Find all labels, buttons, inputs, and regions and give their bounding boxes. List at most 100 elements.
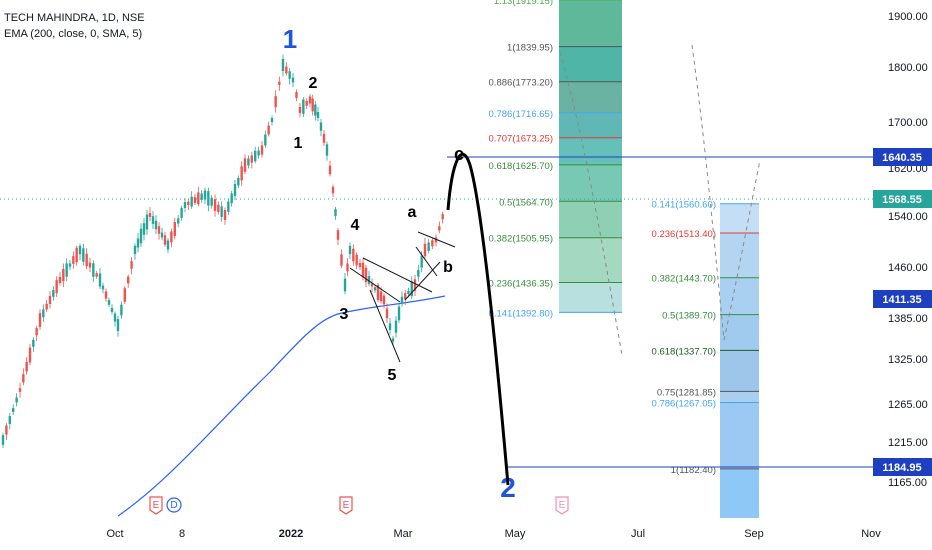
candle-body — [233, 184, 237, 196]
candle-body — [285, 66, 288, 74]
candle-body — [28, 347, 32, 363]
wave-label-a: a — [408, 204, 417, 221]
price-tag-label: 1411.35 — [882, 294, 921, 306]
candle-body — [110, 307, 114, 313]
candle-body — [281, 58, 285, 72]
wave-label-1: 1 — [283, 24, 297, 54]
candle-body — [101, 285, 105, 290]
candle-body — [240, 166, 243, 181]
price-tag-bg — [873, 290, 932, 308]
candle-body — [95, 273, 98, 277]
candle-body — [220, 206, 223, 217]
candle-body — [314, 104, 317, 116]
candle-body — [72, 256, 75, 264]
candle-body — [85, 253, 88, 267]
price-axis: 1900.001800.001700.001620.001540.001460.… — [888, 11, 928, 489]
wave-drawings: 1 2 1 2 3 4 5 a b c — [283, 24, 516, 503]
projection-dashed — [723, 159, 761, 341]
candle-body — [166, 240, 170, 250]
x-tick-label: May — [505, 528, 526, 540]
y-tick-label: 1460.00 — [888, 262, 928, 274]
projection-dashed — [691, 44, 725, 341]
candle-body — [298, 106, 302, 114]
candle-body — [388, 323, 392, 330]
x-tick-label: Nov — [861, 528, 881, 540]
candle-body — [151, 216, 155, 224]
y-tick-label: 1385.00 — [888, 313, 928, 325]
event-marker-label: E — [343, 500, 350, 511]
x-tick-label: Mar — [394, 528, 413, 540]
candle-body — [331, 186, 335, 194]
candle-body — [227, 201, 230, 212]
candle-body — [45, 303, 48, 310]
candle-body — [334, 209, 337, 216]
wave-label-b: b — [443, 259, 453, 276]
candle-body — [203, 190, 207, 200]
candle-body — [431, 240, 434, 247]
candle-body — [38, 313, 42, 327]
candle-body — [1, 435, 5, 445]
candle-body — [133, 245, 137, 255]
candle-body — [250, 155, 253, 163]
candle-body — [157, 226, 161, 234]
candle-body — [243, 158, 247, 172]
candle-body — [370, 283, 374, 287]
price-tag-bg — [873, 190, 932, 208]
x-tick-label: Jul — [631, 528, 645, 540]
candle-body — [35, 328, 38, 336]
candle-body — [170, 231, 173, 243]
fib-level-label-0.236: 0.236(1436.35) — [489, 279, 553, 290]
fib-level-label-0.786: 0.786(1267.05) — [652, 398, 716, 409]
wave-label-c: c — [454, 144, 464, 164]
y-tick-label: 1215.00 — [888, 437, 928, 449]
x-tick-label: 2022 — [279, 528, 303, 540]
candle-body — [78, 245, 82, 255]
candle-body — [364, 267, 368, 283]
candle-body — [154, 220, 158, 230]
candle-body — [92, 263, 95, 277]
candle-body — [52, 289, 55, 297]
price-tag-bg — [873, 148, 932, 166]
candle-body — [410, 281, 413, 297]
candle-body — [65, 263, 68, 277]
fib-retracement-lower: 0.141(1560.60) 0.236(1513.40) 0.382(1443.7… — [652, 200, 759, 518]
candle-body — [12, 408, 15, 412]
candle-body — [180, 208, 183, 218]
wave-label-2: 2 — [500, 472, 516, 503]
candles — [1, 54, 444, 448]
candle-body — [417, 270, 420, 277]
candle-body — [423, 243, 427, 257]
candle-body — [142, 223, 146, 235]
candle-body — [373, 287, 377, 291]
fib-level-label-0.5: 0.5(1389.70) — [662, 311, 716, 322]
candle-body — [177, 218, 180, 224]
candle-body — [55, 280, 58, 294]
symbol-title[interactable]: TECH MAHINDRA, 1D, NSE — [4, 12, 145, 24]
candle-body — [400, 296, 404, 304]
candle-body — [288, 71, 291, 79]
price-tag-label: 1640.35 — [882, 152, 922, 164]
candle-body — [8, 416, 11, 424]
wedge-line — [362, 257, 433, 293]
candle-body — [139, 228, 143, 244]
fib-zone — [720, 203, 759, 233]
candle-body — [193, 197, 197, 203]
candle-body — [120, 304, 123, 316]
candle-body — [223, 209, 227, 221]
candle-body — [183, 201, 187, 209]
candle-body — [278, 81, 281, 85]
wave-label-5: 5 — [388, 367, 397, 384]
y-tick-label: 1700.00 — [888, 117, 928, 129]
candle-body — [340, 254, 343, 266]
time-axis: Oct 8 2022 Mar May Jul Sep Nov — [106, 528, 881, 540]
fib-zone — [559, 137, 622, 165]
candle-body — [18, 388, 22, 392]
candle-body — [197, 192, 200, 205]
ema-indicator-label[interactable]: EMA (200, close, 0, SMA, 5) — [4, 28, 143, 40]
candle-body — [407, 290, 410, 295]
y-tick-label: 1800.00 — [888, 62, 928, 74]
candle-body — [187, 201, 190, 205]
fib-level-label-0.141: 0.141(1560.60) — [652, 200, 716, 211]
